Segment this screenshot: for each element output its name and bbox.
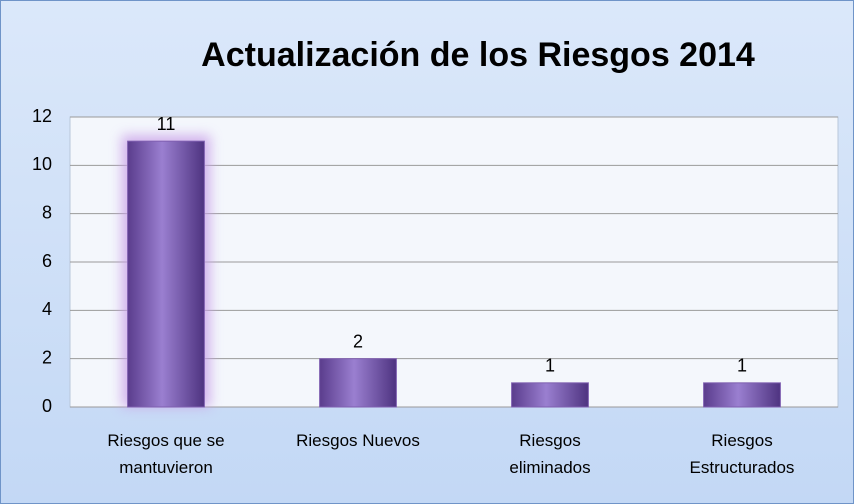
bar xyxy=(319,358,397,408)
chart-title: Actualización de los Riesgos 2014 xyxy=(201,36,755,74)
y-tick-label: 8 xyxy=(42,202,52,222)
y-tick-label: 12 xyxy=(32,106,52,126)
y-tick-label: 6 xyxy=(42,251,52,271)
value-label: 1 xyxy=(545,356,555,376)
y-tick-label: 4 xyxy=(42,299,52,319)
x-tick-label: Riesgos eliminados xyxy=(509,431,591,477)
value-label: 1 xyxy=(737,356,747,376)
bar xyxy=(127,140,205,408)
bar xyxy=(511,382,589,408)
value-label: 11 xyxy=(157,114,176,134)
value-label: 2 xyxy=(353,331,363,351)
y-tick-label: 0 xyxy=(42,396,52,416)
y-tick-label: 2 xyxy=(42,347,52,367)
y-tick-label: 10 xyxy=(32,154,52,174)
x-tick-label: Riesgos Estructurados xyxy=(689,431,795,477)
bar xyxy=(703,382,781,408)
x-tick-label: Riesgos Nuevos xyxy=(296,431,420,450)
x-tick-label: Riesgos que se mantuvieron xyxy=(107,431,225,477)
